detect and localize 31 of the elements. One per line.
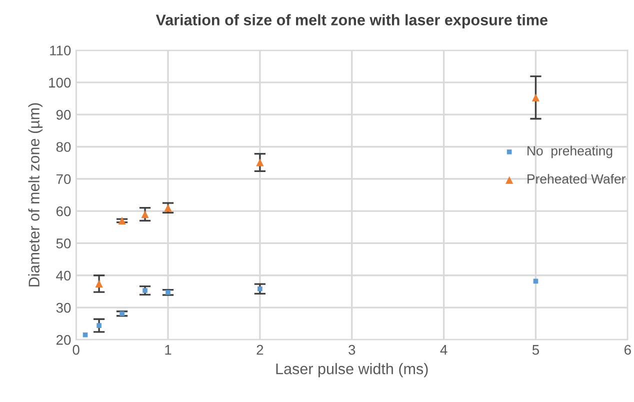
chart-title: Variation of size of melt zone with laser exposure time xyxy=(156,14,548,28)
x-tick-label: 1 xyxy=(165,345,172,355)
point xyxy=(256,158,264,166)
x-tick-label: 3 xyxy=(348,344,356,355)
y-tick-label: 100 xyxy=(49,78,71,88)
legend-label: No preheating xyxy=(528,146,612,158)
point xyxy=(258,286,262,292)
x-tick-label: 4 xyxy=(440,345,448,355)
point xyxy=(118,216,126,224)
legend-label: Preheated Wafer xyxy=(528,174,626,184)
y-tick-label: 20 xyxy=(56,335,71,345)
point xyxy=(532,94,540,102)
x-axis-title: Laser pulse width (ms) xyxy=(276,363,428,378)
y-tick-label: 60 xyxy=(56,206,71,216)
y-tick-label: 40 xyxy=(56,270,71,281)
y-tick-label: 70 xyxy=(56,174,71,184)
y-axis-title: Diameter of melt zone (µm) xyxy=(28,103,42,286)
x-tick-label: 6 xyxy=(624,344,631,355)
y-tick-label: 80 xyxy=(56,142,71,152)
y-tick-label: 90 xyxy=(56,110,71,120)
y-tick-label: 50 xyxy=(56,238,71,248)
x-tick-label: 5 xyxy=(532,345,540,355)
y-tick-label: 30 xyxy=(56,302,71,313)
point xyxy=(164,204,172,212)
point xyxy=(95,280,103,288)
y-tick-label: 110 xyxy=(50,46,71,56)
point xyxy=(141,210,149,218)
point xyxy=(96,323,102,328)
x-tick-label: 0 xyxy=(72,344,80,355)
point xyxy=(82,332,88,338)
x-tick-label: 2 xyxy=(256,344,264,355)
